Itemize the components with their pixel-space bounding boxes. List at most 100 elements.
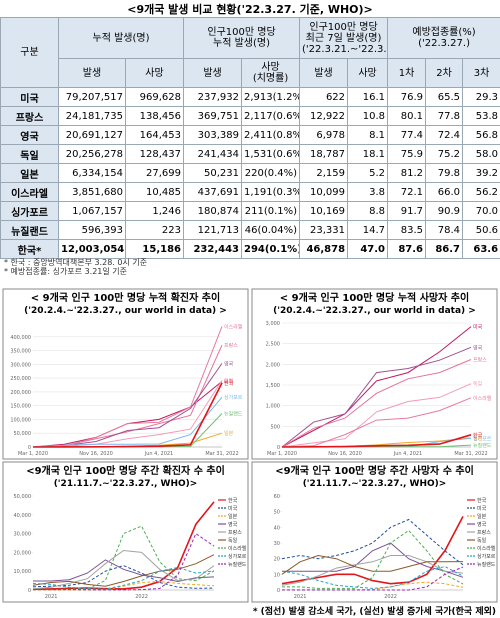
header-row: 발생 사망 발생 사망 (치명률) 발생 사망 1차 2차 3차 xyxy=(1,58,500,88)
header-line: (치명률) xyxy=(252,73,289,84)
table-cell: 65.5 xyxy=(425,87,464,107)
header-line: 인구100만 명당 xyxy=(309,21,378,33)
y-tick-label: 300,000 xyxy=(10,362,31,368)
y-tick-label: 200,000 xyxy=(10,390,31,396)
series-line xyxy=(281,565,464,589)
table-row: 영국20,691,127164,453303,3892,411(0.8%)6,9… xyxy=(0,125,500,145)
series-line xyxy=(281,555,464,586)
y-tick-label: 500 xyxy=(270,424,280,430)
header-line: 1차 xyxy=(398,67,415,79)
series-line xyxy=(32,396,223,448)
table-cell: 121,713 xyxy=(183,220,243,240)
y-tick-label: 60 xyxy=(274,494,280,500)
table-cell: 180,874 xyxy=(183,201,243,221)
legend-label: 독일 xyxy=(228,537,238,544)
chart-subtitle: ('21.11.7.~'22.3.27., WHO)> xyxy=(54,479,198,489)
table-cell: 46,878 xyxy=(299,239,349,259)
legend-label: 뉴질랜드 xyxy=(477,561,496,568)
notes: * 한국 : 중앙방역대책본부 3.28. 0시 기준 * 예방접종률: 싱가포르… xyxy=(4,258,147,276)
table-cell: 294(0.1%) xyxy=(241,239,301,259)
table-cell: 86.7 xyxy=(425,239,464,259)
x-tick-label: Mar 31, 2022 xyxy=(454,451,487,457)
header-cell: 사망 (치명률) xyxy=(241,58,301,88)
table-cell: 10,169 xyxy=(299,201,349,221)
header-line: 최근 7일 발생(명) xyxy=(305,32,382,44)
series-line xyxy=(32,326,223,448)
table-cell: 50.6 xyxy=(462,220,500,240)
x-tick-label: Jun 4, 2021 xyxy=(144,451,174,457)
series-label: 뉴질랜드 xyxy=(224,410,243,417)
table-row: 싱가포르 1,067,157 1,246 180,874 211(0.1%) 10,169… xyxy=(0,201,500,221)
table-cell: 128,437 xyxy=(124,144,185,164)
y-tick-label: 250,000 xyxy=(10,376,31,382)
table-cell: 10.8 xyxy=(347,106,389,126)
row-label: 영국 xyxy=(0,125,59,145)
series-line xyxy=(281,554,464,575)
table-cell: 66.0 xyxy=(425,182,464,202)
y-tick-label: 50,000 xyxy=(14,494,32,500)
series-line xyxy=(32,565,215,589)
legend-label: 이스라엘 xyxy=(477,545,496,552)
series-line xyxy=(32,532,215,591)
table-cell: 77.8 xyxy=(425,106,464,126)
series-line xyxy=(282,542,464,578)
header-line: 3차 xyxy=(473,67,490,79)
legend-label: 싱가포르 xyxy=(228,553,247,560)
table-cell: 79.8 xyxy=(425,163,464,183)
y-tick-label: 10 xyxy=(274,572,280,578)
series-line xyxy=(32,363,223,448)
table-cell: 70.0 xyxy=(462,201,500,221)
header-cell: 발생 xyxy=(183,58,243,88)
x-tick-label: Mar 1, 2020 xyxy=(18,451,48,457)
series-label: 프랑스 xyxy=(224,342,238,349)
y-tick-label: 40 xyxy=(274,525,280,531)
chart-title: < 9개국 인구 100만 명당 누적 사망자 추이 xyxy=(280,291,469,304)
note: * 한국 : 중앙방역대책본부 3.28. 0시 기준 xyxy=(4,258,148,267)
table-cell: 241,434 xyxy=(183,144,243,164)
table-cell: 72.4 xyxy=(425,125,464,145)
series-label: 이스라엘 xyxy=(224,323,243,330)
y-tick-label: 0 xyxy=(277,588,280,594)
header-cell: 구분 xyxy=(0,17,59,88)
y-tick-label: 2,500 xyxy=(266,342,280,348)
table-cell: 46(0.04%) xyxy=(241,220,301,240)
series-label: 영국 xyxy=(224,360,234,367)
table-cell: 90.9 xyxy=(425,201,464,221)
series-line xyxy=(32,381,223,448)
series-line xyxy=(282,581,464,591)
y-tick-label: 0 xyxy=(277,445,280,451)
header-line: 발생 xyxy=(203,67,222,79)
x-tick-label: Nov 16, 2020 xyxy=(328,451,362,457)
header-line: 예방접종률(%) xyxy=(412,27,476,38)
series-label: 싱가포르 xyxy=(224,394,243,401)
x-tick-label: 2022 xyxy=(135,594,148,600)
header-line: 누적 발생(명) xyxy=(92,32,150,44)
header-row: 구분 누적 발생(명) 인구100만 명당 누적 발생(명) 인구100만 명당 최근 7… xyxy=(0,17,500,88)
header-cell: 예방접종률(%) ('22.3.27.) xyxy=(387,17,500,59)
series-line xyxy=(282,566,464,591)
row-label: 독일 xyxy=(0,144,59,164)
header-cell: 3차 xyxy=(462,58,500,88)
y-tick-label: 30 xyxy=(274,541,280,547)
table-cell: 6,334,154 xyxy=(58,163,126,183)
table-cell: 138,456 xyxy=(124,106,185,126)
table-cell: 79,207,517 xyxy=(58,87,126,107)
table-row: 한국* 12,003,054 15,186 232,443 294(0.1%) 46,87… xyxy=(0,239,500,259)
table-cell: 437,691 xyxy=(183,182,243,202)
row-label: 이스라엘 xyxy=(0,182,59,202)
series-line xyxy=(32,380,223,448)
panel xyxy=(251,288,498,460)
table-cell: 2,913(1.2%) xyxy=(241,87,301,107)
y-tick-label: 400,000 xyxy=(10,335,31,341)
table-cell: 20,256,278 xyxy=(58,144,126,164)
table-cell: 23,331 xyxy=(299,220,349,240)
row-label: 뉴질랜드 xyxy=(0,220,59,240)
series-label: 일본 xyxy=(473,435,483,442)
table-cell: 81.2 xyxy=(387,163,427,183)
table-cell: 10,485 xyxy=(124,182,185,202)
table-cell: 29.3 xyxy=(462,87,500,107)
table-cell: 20,691,127 xyxy=(58,125,126,145)
chart-subtitle: ('20.2.4.~'22.3.27., our world in data) … xyxy=(273,306,476,316)
table-cell: 14.7 xyxy=(347,220,389,240)
